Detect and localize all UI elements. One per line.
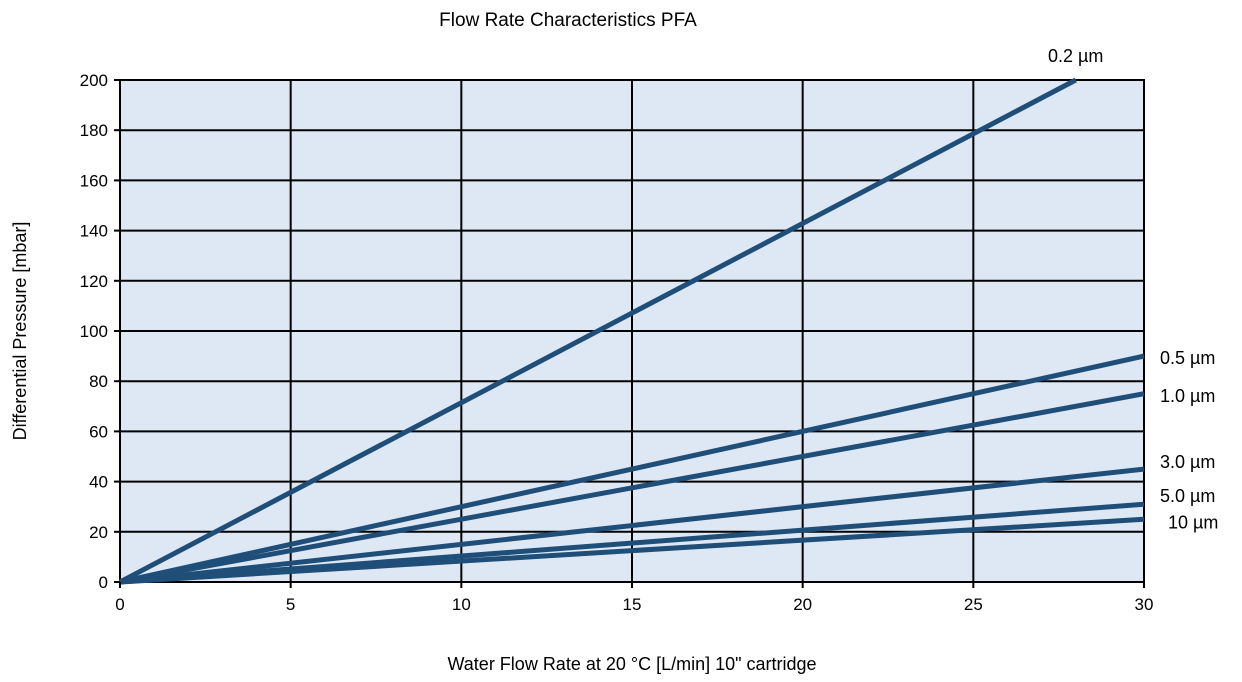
series-lines <box>118 77 1145 585</box>
x-tick-label-1: 5 <box>286 595 295 614</box>
y-tick-label-4: 80 <box>89 372 108 391</box>
y-tick-label-9: 180 <box>80 121 108 140</box>
series-line-0 <box>118 77 1077 585</box>
series-labels: 0.2 µm 0.5 µm 1.0 µm 3.0 µm 5.0 µm 10 µm <box>1048 46 1218 532</box>
y-tick-label-1: 20 <box>89 523 108 542</box>
y-tick-label-8: 160 <box>80 171 108 190</box>
y-tick-label-0: 0 <box>99 573 108 592</box>
chart-title: Flow Rate Characteristics PFA <box>439 10 697 31</box>
x-tick-label-6: 30 <box>1135 595 1154 614</box>
series-label-2: 1.0 µm <box>1160 386 1215 406</box>
series-line-4 <box>119 501 1145 585</box>
y-axis-label: Differential Pressure [mbar] <box>10 222 30 441</box>
y-tick-label-7: 140 <box>80 222 108 241</box>
y-tick-label-6: 120 <box>80 272 108 291</box>
series-line-2 <box>119 391 1145 585</box>
x-axis-label: Water Flow Rate at 20 °C [L/min] 10" car… <box>447 654 816 674</box>
y-tick-label-10: 200 <box>80 71 108 90</box>
series-label-0: 0.2 µm <box>1048 46 1103 66</box>
x-tick-label-2: 10 <box>452 595 471 614</box>
y-tick-label-5: 100 <box>80 322 108 341</box>
series-label-3: 3.0 µm <box>1160 452 1215 472</box>
x-tick-label-5: 25 <box>964 595 983 614</box>
series-line-5 <box>119 516 1145 585</box>
series-label-4: 5.0 µm <box>1160 486 1215 506</box>
series-line-1 <box>119 353 1145 585</box>
x-tick-label-3: 15 <box>623 595 642 614</box>
y-tick-label-3: 60 <box>89 422 108 441</box>
series-line-3 <box>119 466 1145 585</box>
series-label-5: 10 µm <box>1168 512 1218 532</box>
y-axis-ticks: 0 20 40 60 80 100 120 140 160 180 200 <box>80 71 120 592</box>
x-axis-ticks: 0 5 10 15 20 25 30 <box>115 582 1153 614</box>
y-tick-label-2: 40 <box>89 473 108 492</box>
x-tick-label-4: 20 <box>793 595 812 614</box>
series-label-1: 0.5 µm <box>1160 348 1215 368</box>
x-tick-label-0: 0 <box>115 595 124 614</box>
